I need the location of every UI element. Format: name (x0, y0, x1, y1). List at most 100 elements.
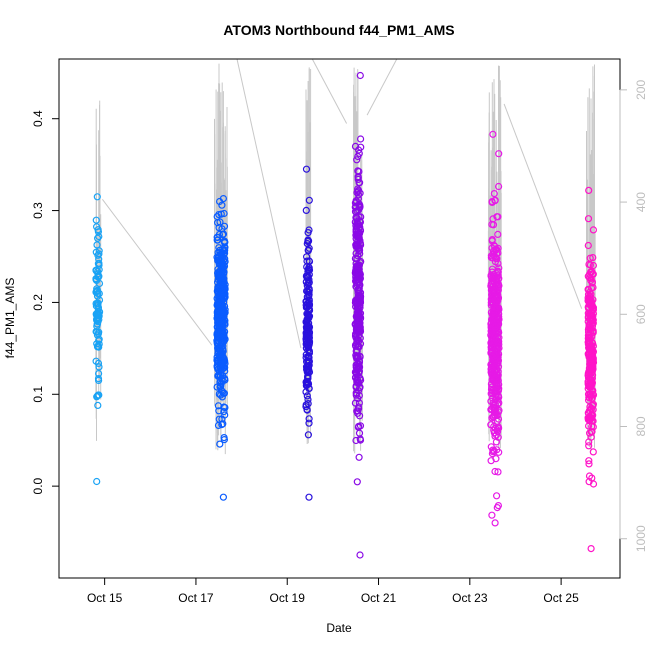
data-point (94, 376, 103, 384)
data-point (586, 292, 594, 300)
data-point (587, 369, 595, 377)
data-point (491, 323, 499, 332)
data-point (95, 308, 104, 316)
data-point (304, 372, 312, 380)
data-point (216, 218, 224, 226)
x-axis: Oct 15 Oct 17 Oct 19 Oct 21 Oct 23 Oct 25 (87, 577, 579, 605)
data-point (216, 197, 224, 206)
data-point (584, 241, 592, 250)
altitude-transit-line (102, 198, 213, 346)
data-point (213, 383, 221, 391)
data-point (494, 271, 502, 279)
data-point (352, 277, 360, 285)
data-point (218, 249, 226, 258)
data-point (218, 225, 226, 233)
data-point (488, 342, 496, 350)
data-point (589, 254, 597, 262)
data-point (487, 280, 495, 288)
y-tick-label: 0.0 (31, 477, 45, 494)
data-point (353, 233, 362, 241)
data-point (585, 442, 593, 450)
data-point (213, 233, 221, 242)
y2-tick-label: 600 (634, 304, 648, 324)
data-point (586, 353, 595, 361)
data-point (95, 247, 103, 255)
data-point (94, 359, 103, 367)
data-point (305, 415, 313, 423)
data-point (304, 287, 312, 295)
data-point (352, 342, 360, 350)
data-point (589, 400, 598, 408)
y-axis-label: f44_PM1_AMS (3, 278, 17, 359)
data-point (351, 142, 360, 150)
data-point (302, 206, 310, 214)
data-point (352, 231, 360, 239)
data-point (495, 385, 503, 393)
data-point (493, 300, 501, 308)
x-axis-label: Date (326, 621, 352, 635)
data-point (215, 244, 223, 252)
data-point (354, 323, 362, 332)
data-point (95, 232, 103, 241)
data-point (487, 339, 495, 347)
data-point (353, 347, 361, 355)
data-point (587, 383, 595, 391)
data-point (492, 455, 500, 463)
data-point (584, 325, 593, 334)
data-point (588, 320, 597, 328)
data-point (490, 190, 498, 198)
data-point (214, 421, 223, 429)
data-point (305, 278, 313, 286)
data-point (585, 460, 593, 468)
y-tick-label: 0.2 (31, 294, 45, 311)
data-point (357, 143, 365, 151)
data-point (92, 266, 100, 274)
plot-frame (58, 58, 621, 579)
data-point (93, 193, 101, 201)
data-point (493, 213, 501, 221)
data-point (215, 407, 223, 415)
y-axis: 0.0 0.1 0.2 0.3 0.4 (31, 110, 60, 494)
data-point (93, 477, 101, 486)
data-point (357, 135, 365, 143)
data-point (221, 411, 229, 419)
y-tick-label: 0.3 (31, 202, 45, 219)
data-point (218, 365, 226, 373)
data-point (492, 352, 500, 360)
data-point (215, 211, 223, 219)
data-point (352, 198, 361, 206)
data-points (92, 71, 598, 559)
data-point (588, 428, 596, 436)
data-point (585, 457, 593, 465)
x-tick-label: Oct 25 (543, 591, 579, 605)
data-point (352, 436, 360, 445)
data-point (587, 404, 595, 412)
data-point (95, 250, 103, 258)
data-point (354, 319, 362, 327)
data-point (356, 353, 364, 361)
data-point (93, 320, 102, 328)
data-point (214, 276, 222, 284)
data-point (216, 373, 224, 381)
data-point (493, 303, 501, 312)
data-point (589, 448, 597, 456)
data-point (305, 384, 313, 393)
data-point (353, 478, 361, 486)
data-point (304, 280, 312, 288)
data-point (304, 323, 312, 331)
data-point (355, 168, 363, 176)
data-point (585, 186, 593, 194)
data-point (94, 228, 103, 236)
data-point (587, 349, 595, 357)
altitude-profile-lines (95, 58, 596, 455)
data-point (219, 326, 227, 334)
data-point (95, 266, 103, 274)
altitude-transit-line (503, 103, 583, 309)
data-point (493, 317, 501, 325)
data-point (213, 362, 221, 370)
data-point (585, 472, 594, 480)
data-point (304, 431, 312, 439)
data-point (219, 274, 227, 282)
data-point (219, 347, 227, 355)
data-point (92, 216, 100, 224)
